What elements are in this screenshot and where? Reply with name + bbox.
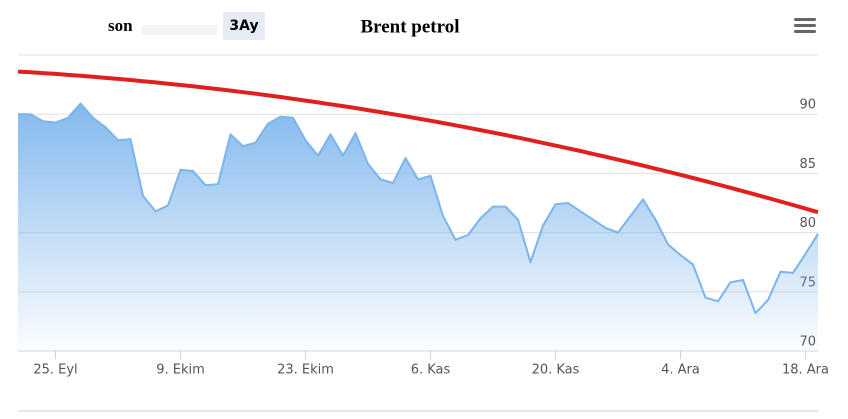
x-tick-label: 25. Eyl: [33, 363, 77, 378]
area-fill: [18, 103, 818, 351]
chart-title: Brent petrol: [360, 16, 459, 37]
menu-bar[interactable]: [794, 24, 816, 27]
range-button[interactable]: [223, 12, 265, 40]
menu-button[interactable]: [794, 18, 816, 33]
y-tick-label: 80: [799, 216, 816, 231]
price-line: [18, 102, 819, 315]
menu-bar[interactable]: [794, 18, 816, 21]
x-tick-label: 18. Ara: [782, 363, 829, 378]
trend-line: [17, 69, 819, 215]
range-button-label[interactable]: 3Ay: [229, 18, 258, 34]
menu-bar[interactable]: [794, 30, 816, 33]
y-tick-label: 85: [799, 157, 816, 172]
x-tick-label: 4. Ara: [661, 363, 700, 378]
x-tick-label: 20. Kas: [532, 363, 580, 378]
range-label: son: [108, 16, 133, 35]
x-tick-label: 9. Ekim: [156, 363, 205, 378]
y-tick-label: 90: [799, 98, 816, 113]
x-tick-label: 23. Ekim: [277, 363, 334, 378]
redacted: [142, 25, 217, 35]
x-tick-label: 6. Kas: [411, 363, 451, 378]
